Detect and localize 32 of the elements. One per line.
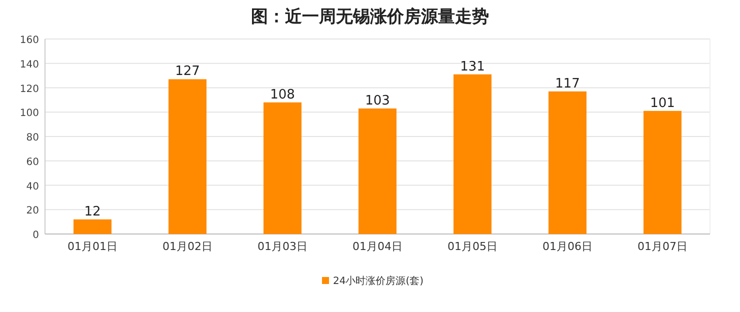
x-tick-label: 01月05日 [448, 240, 498, 253]
data-label: 101 [650, 96, 675, 111]
chart-title: 图：近一周无锡涨价房源量走势 [251, 7, 489, 27]
y-tick-label: 60 [26, 156, 39, 168]
bar [454, 74, 492, 234]
bar [168, 79, 206, 234]
bar [548, 91, 586, 234]
y-tick-label: 80 [26, 132, 39, 144]
x-tick-label: 01月06日 [542, 240, 592, 253]
y-tick-label: 140 [20, 59, 39, 70]
bar [74, 219, 112, 234]
legend-label: 24小时涨价房源(套) [333, 275, 424, 287]
y-tick-label: 160 [20, 35, 39, 46]
y-tick-label: 20 [26, 206, 39, 217]
y-tick-label: 100 [20, 108, 39, 120]
y-tick-label: 0 [32, 230, 39, 241]
data-label: 108 [270, 87, 295, 102]
x-tick-label: 01月04日 [352, 240, 402, 253]
bar [358, 108, 396, 234]
x-tick-label: 01月02日 [162, 240, 212, 253]
data-label: 12 [84, 204, 101, 220]
y-tick-label: 40 [26, 181, 39, 192]
data-label: 117 [555, 76, 580, 92]
y-tick-label: 120 [20, 84, 39, 95]
x-tick-label: 01月03日 [258, 240, 308, 253]
bar [644, 110, 682, 234]
x-tick-label: 01月07日 [638, 240, 688, 253]
x-tick-label: 01月01日 [68, 240, 118, 253]
data-label: 131 [460, 59, 485, 74]
bar [264, 102, 302, 234]
data-label: 103 [365, 93, 390, 108]
data-label: 127 [175, 64, 200, 80]
